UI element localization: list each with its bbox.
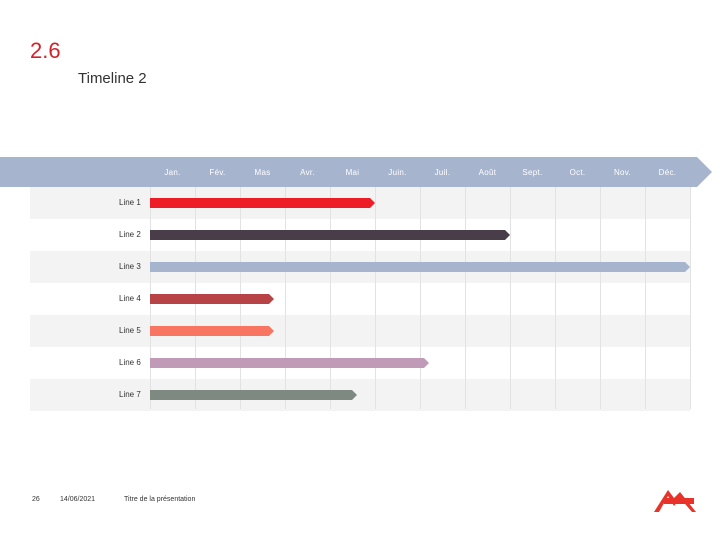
row-label: Line 7 — [119, 390, 141, 399]
month-label: Mas — [254, 168, 271, 177]
timeline-bar-arrow — [150, 294, 274, 304]
timeline-bar — [150, 198, 375, 208]
timeline-bar — [150, 390, 357, 400]
month-gridline — [285, 187, 286, 409]
slide-title: Timeline 2 — [78, 70, 147, 87]
month-label: Avr. — [300, 168, 315, 177]
month-label: Jan. — [164, 168, 181, 177]
month-label: Mai — [345, 168, 360, 177]
timeline-bar — [150, 262, 690, 272]
section-number: 2.6 — [30, 38, 61, 63]
month-label: Juil. — [434, 168, 451, 177]
timeline-bar-arrow — [150, 390, 357, 400]
month-gridline — [420, 187, 421, 409]
month-gridline — [510, 187, 511, 409]
month-header-band — [0, 157, 712, 187]
timeline-bar-arrow — [150, 326, 274, 336]
footer-page-number: 26 — [32, 496, 40, 503]
row-label: Line 6 — [119, 358, 141, 367]
row-label: Line 5 — [119, 326, 141, 335]
month-label: Fév. — [209, 168, 226, 177]
month-label: Sept. — [522, 168, 543, 177]
month-label: Août — [478, 168, 497, 177]
timeline-bar — [150, 358, 429, 368]
footer-presentation-title: Titre de la présentation — [124, 496, 196, 503]
month-label: Nov. — [613, 168, 632, 177]
row-label: Line 1 — [119, 198, 141, 207]
row-label: Line 2 — [119, 230, 141, 239]
month-gridline — [690, 187, 691, 409]
month-gridline — [465, 187, 466, 409]
row-background — [30, 315, 690, 347]
month-band-arrow — [0, 157, 712, 187]
timeline-bar-arrow — [150, 262, 690, 272]
timeline-bar-arrow — [150, 358, 429, 368]
timeline-bar — [150, 230, 510, 240]
month-gridline — [645, 187, 646, 409]
row-label: Line 3 — [119, 262, 141, 271]
company-logo — [652, 484, 698, 519]
timeline-bar-arrow — [150, 198, 375, 208]
month-label: Juin. — [388, 168, 407, 177]
row-label: Line 4 — [119, 294, 141, 303]
month-label: Déc. — [658, 168, 677, 177]
footer-date: 14/06/2021 — [60, 496, 96, 503]
row-background — [30, 379, 690, 411]
timeline-bar-arrow — [150, 230, 510, 240]
month-gridline — [330, 187, 331, 409]
month-gridline — [375, 187, 376, 409]
month-gridline — [600, 187, 601, 409]
logo-band — [664, 498, 694, 504]
month-label: Oct. — [569, 168, 586, 177]
timeline-bar — [150, 326, 274, 336]
month-gridline — [555, 187, 556, 409]
timeline-bar — [150, 294, 274, 304]
